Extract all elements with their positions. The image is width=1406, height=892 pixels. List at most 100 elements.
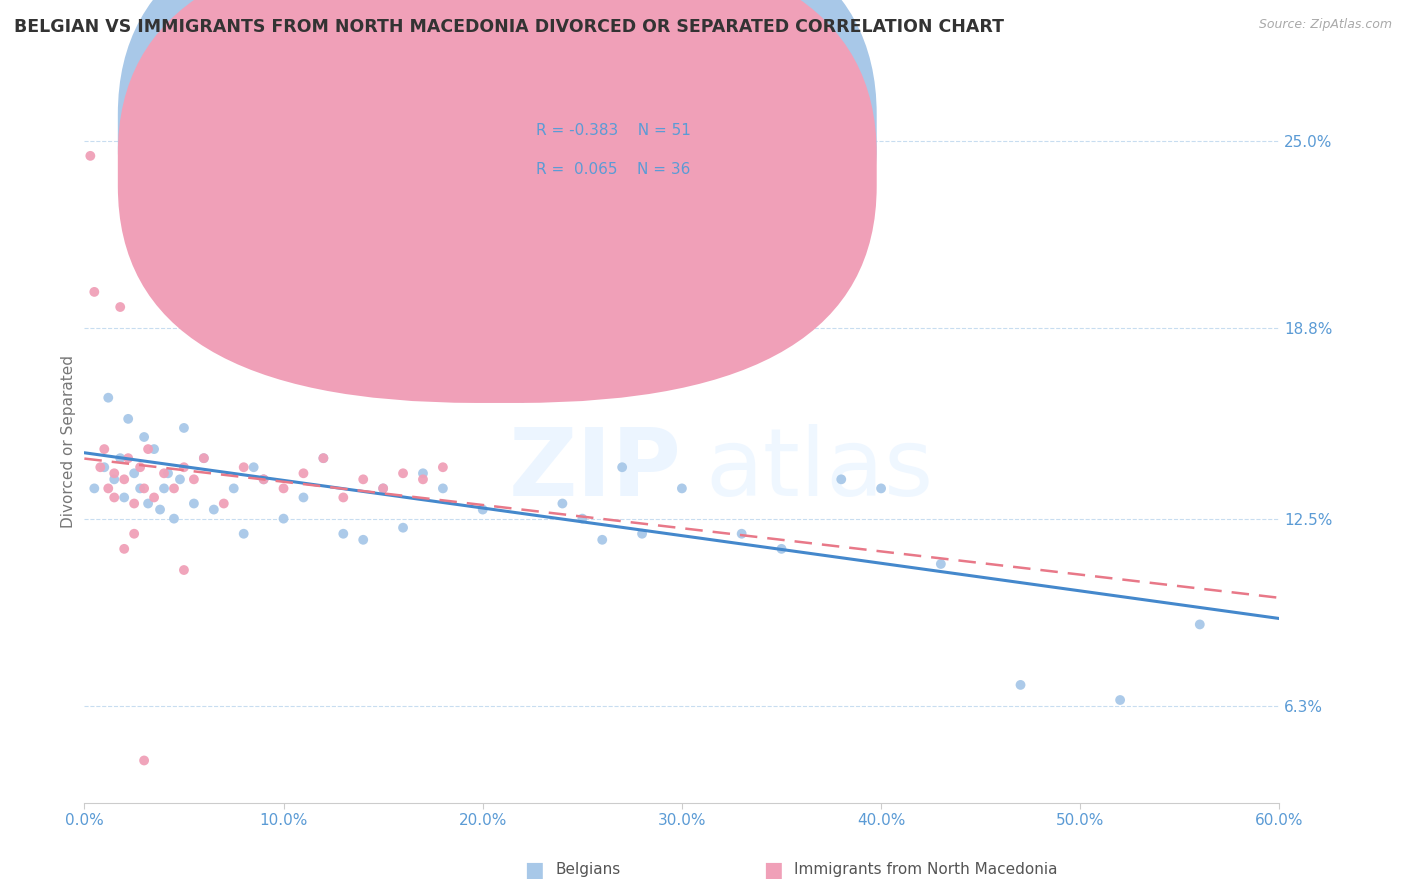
Point	[373, 482, 395, 496]
Point	[183, 472, 205, 486]
Point	[232, 526, 254, 541]
Point	[253, 472, 276, 486]
Point	[163, 511, 186, 525]
Point	[193, 451, 215, 466]
Point	[432, 482, 454, 496]
Point	[153, 482, 176, 496]
Point	[212, 496, 235, 510]
Point	[312, 451, 335, 466]
Text: ■: ■	[524, 860, 544, 880]
Point	[242, 460, 264, 475]
Text: Immigrants from North Macedonia: Immigrants from North Macedonia	[794, 863, 1057, 877]
Point	[392, 521, 415, 535]
Point	[1010, 678, 1032, 692]
Text: ZIP: ZIP	[509, 425, 682, 516]
Point	[273, 511, 295, 525]
Point	[571, 511, 593, 525]
Text: Belgians: Belgians	[555, 863, 620, 877]
Point	[202, 502, 225, 516]
Point	[97, 482, 120, 496]
Point	[103, 472, 125, 486]
Point	[612, 460, 634, 475]
Point	[1188, 617, 1211, 632]
FancyBboxPatch shape	[118, 0, 877, 364]
Point	[163, 482, 186, 496]
Point	[117, 412, 139, 426]
Point	[173, 460, 195, 475]
FancyBboxPatch shape	[443, 102, 825, 211]
Point	[412, 467, 434, 481]
Point	[352, 533, 374, 547]
Point	[929, 557, 952, 571]
Point	[122, 496, 145, 510]
Point	[332, 526, 354, 541]
Point	[132, 482, 156, 496]
Point	[392, 467, 415, 481]
Point	[136, 496, 159, 510]
Point	[193, 451, 215, 466]
Point	[312, 451, 335, 466]
Point	[169, 472, 191, 486]
Point	[432, 460, 454, 475]
Point	[273, 482, 295, 496]
Point	[143, 442, 166, 456]
Point	[253, 472, 276, 486]
Point	[671, 482, 693, 496]
Point	[93, 442, 115, 456]
FancyBboxPatch shape	[118, 0, 877, 403]
Point	[591, 533, 613, 547]
Point	[471, 502, 494, 516]
Point	[89, 460, 111, 475]
Point	[183, 496, 205, 510]
Point	[103, 467, 125, 481]
Point	[292, 491, 315, 505]
Point	[110, 451, 132, 466]
Point	[173, 421, 195, 435]
Point	[83, 482, 105, 496]
Point	[122, 526, 145, 541]
Point	[129, 482, 152, 496]
Text: Source: ZipAtlas.com: Source: ZipAtlas.com	[1258, 18, 1392, 31]
Y-axis label: Divorced or Separated: Divorced or Separated	[60, 355, 76, 528]
Point	[551, 496, 574, 510]
Point	[112, 541, 135, 556]
Point	[93, 460, 115, 475]
Text: atlas: atlas	[706, 425, 934, 516]
Point	[412, 472, 434, 486]
Point	[770, 541, 793, 556]
Point	[292, 467, 315, 481]
Point	[830, 472, 852, 486]
Text: R = -0.383    N = 51: R = -0.383 N = 51	[536, 123, 690, 138]
Point	[352, 472, 374, 486]
Point	[731, 526, 754, 541]
Point	[117, 451, 139, 466]
Point	[136, 442, 159, 456]
Point	[132, 430, 156, 444]
Point	[112, 472, 135, 486]
Point	[512, 391, 534, 405]
Point	[112, 491, 135, 505]
Text: R =  0.065    N = 36: R = 0.065 N = 36	[536, 162, 690, 178]
Point	[83, 285, 105, 299]
Point	[149, 502, 172, 516]
Point	[870, 482, 893, 496]
Text: ■: ■	[763, 860, 783, 880]
Point	[153, 467, 176, 481]
Point	[79, 149, 101, 163]
Point	[157, 467, 180, 481]
Point	[631, 526, 654, 541]
Point	[373, 482, 395, 496]
Point	[173, 563, 195, 577]
Point	[97, 391, 120, 405]
Point	[1109, 693, 1132, 707]
Point	[110, 300, 132, 314]
Point	[132, 754, 156, 768]
Point	[143, 491, 166, 505]
Point	[232, 460, 254, 475]
Text: BELGIAN VS IMMIGRANTS FROM NORTH MACEDONIA DIVORCED OR SEPARATED CORRELATION CHA: BELGIAN VS IMMIGRANTS FROM NORTH MACEDON…	[14, 18, 1004, 36]
Point	[212, 239, 235, 253]
Point	[222, 482, 245, 496]
Point	[332, 491, 354, 505]
Point	[103, 491, 125, 505]
Point	[129, 460, 152, 475]
